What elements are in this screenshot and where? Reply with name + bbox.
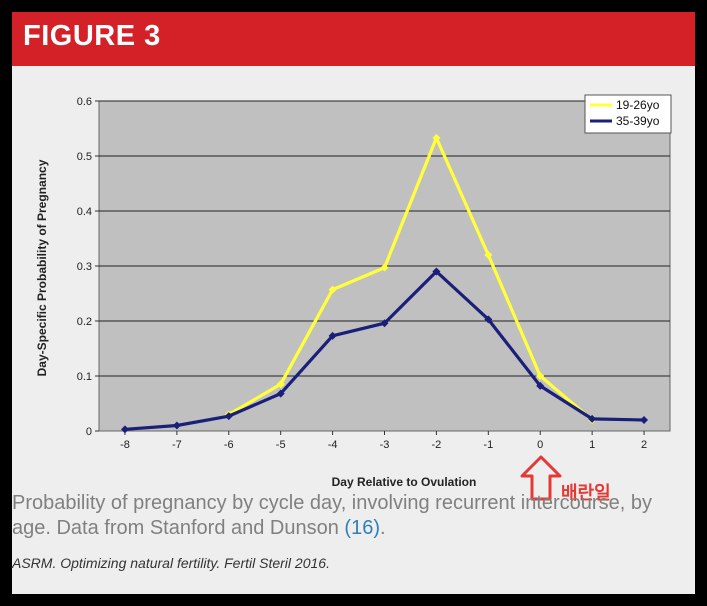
data-point [432, 133, 441, 142]
data-point [536, 381, 545, 390]
y-tick-label: 0.5 [77, 151, 92, 163]
data-point [328, 285, 337, 294]
data-point [172, 421, 181, 430]
y-tick-label: 0.6 [77, 96, 92, 108]
reference-link[interactable]: (16) [344, 517, 380, 539]
figure-title: FIGURE 3 [23, 20, 161, 52]
figure-banner: FIGURE 3 [12, 12, 695, 66]
x-tick-label: -4 [328, 439, 338, 451]
data-point [120, 425, 129, 434]
x-tick-label: -3 [380, 439, 390, 451]
data-point [432, 267, 441, 276]
x-tick-label: 0 [537, 439, 543, 451]
x-axis-label: Day Relative to Ovulation [332, 475, 477, 489]
data-point [276, 380, 285, 389]
series-layer [120, 133, 649, 434]
data-point [640, 416, 649, 424]
ovulation-annotation: 배란일 [561, 483, 611, 504]
ovulation-marker: 배란일 [520, 455, 611, 504]
y-tick-label: 0.4 [77, 206, 92, 218]
data-point [328, 331, 337, 340]
legend-box [584, 94, 672, 134]
x-tick-label: -8 [120, 439, 130, 451]
y-tick-label: 0 [86, 426, 92, 438]
figure-caption: Probability of pregnancy by cycle day, i… [12, 491, 677, 541]
y-tick-label: 0.3 [77, 261, 92, 273]
data-point [484, 315, 493, 324]
y-tick-label: 0.1 [77, 371, 92, 383]
data-point [224, 412, 233, 421]
legend: 19-26yo 35-39yo [584, 94, 672, 134]
x-tick-label: -6 [224, 439, 234, 451]
series-line-0 [227, 136, 594, 422]
data-point [484, 251, 493, 259]
x-tick-label: -2 [432, 439, 442, 451]
x-tick-label: 1 [589, 439, 595, 451]
caption-end: . [380, 517, 386, 539]
data-point [588, 414, 597, 423]
up-arrow-icon [520, 455, 562, 501]
legend-label: 19-26yo [616, 98, 660, 112]
y-tick-label: 0.2 [77, 316, 92, 328]
x-tick-label: -1 [483, 439, 493, 451]
caption-text: Probability of pregnancy by cycle day, i… [12, 492, 652, 539]
data-point [276, 389, 285, 398]
legend-label: 35-39yo [616, 114, 660, 128]
data-point [380, 319, 389, 328]
citation: ASRM. Optimizing natural fertility. Fert… [12, 555, 330, 571]
axes: 0 0.1 0.2 0.3 0.4 0.5 0.6 -8 -7 -6 -5 -4 -3 -2 -1 0 1 2 [77, 96, 647, 451]
x-tick-label: 2 [641, 439, 647, 451]
y-axis-label: Day-Specific Probability of Pregnancy [35, 159, 49, 376]
x-tick-label: -7 [172, 439, 182, 451]
x-tick-label: -5 [276, 439, 286, 451]
data-point [536, 372, 545, 380]
data-point [380, 263, 389, 272]
